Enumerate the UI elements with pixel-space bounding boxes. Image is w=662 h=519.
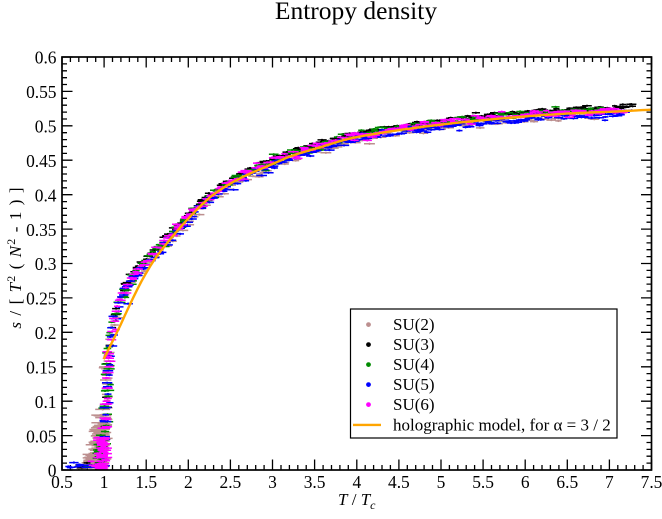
svg-text:SU(5): SU(5) [393,375,435,394]
svg-text:0.15: 0.15 [26,357,57,377]
svg-text:0.5: 0.5 [51,472,73,492]
svg-text:SU(6): SU(6) [393,395,435,414]
svg-text:0.2: 0.2 [35,323,57,343]
svg-text:0.4: 0.4 [35,185,57,205]
svg-text:4.5: 4.5 [388,472,410,492]
svg-text:0.1: 0.1 [35,392,57,412]
svg-text:7.5: 7.5 [641,472,662,492]
svg-text:6.5: 6.5 [556,472,578,492]
svg-text:7: 7 [605,472,614,492]
svg-text:0.3: 0.3 [35,254,57,274]
svg-text:SU(2): SU(2) [393,315,435,334]
svg-text:6: 6 [521,472,530,492]
svg-text:0.25: 0.25 [26,289,57,309]
svg-text:0.55: 0.55 [26,82,57,102]
svg-text:4: 4 [352,472,361,492]
svg-text:0.6: 0.6 [35,48,57,68]
svg-text:2.5: 2.5 [220,472,242,492]
svg-text:T / Tc: T / Tc [338,490,376,512]
svg-text:5.5: 5.5 [472,472,494,492]
svg-text:s / [ T2 ( N2 - 1 ) ]: s / [ T2 ( N2 - 1 ) ] [4,186,25,328]
svg-text:0.05: 0.05 [26,426,57,446]
svg-text:SU(3): SU(3) [393,335,435,354]
svg-text:1: 1 [100,472,109,492]
svg-text:0.45: 0.45 [26,151,57,171]
svg-text:0: 0 [48,461,57,481]
svg-text:1.5: 1.5 [135,472,157,492]
svg-text:2: 2 [184,472,193,492]
svg-text:5: 5 [437,472,446,492]
svg-text:SU(4): SU(4) [393,355,435,374]
svg-text:3: 3 [268,472,277,492]
svg-text:Entropy density: Entropy density [275,0,437,25]
svg-text:0.35: 0.35 [26,220,57,240]
svg-text:0.5: 0.5 [35,117,57,137]
svg-text:3.5: 3.5 [304,472,326,492]
svg-text:holographic model, for α = 3 /: holographic model, for α = 3 / 2 [393,415,611,434]
